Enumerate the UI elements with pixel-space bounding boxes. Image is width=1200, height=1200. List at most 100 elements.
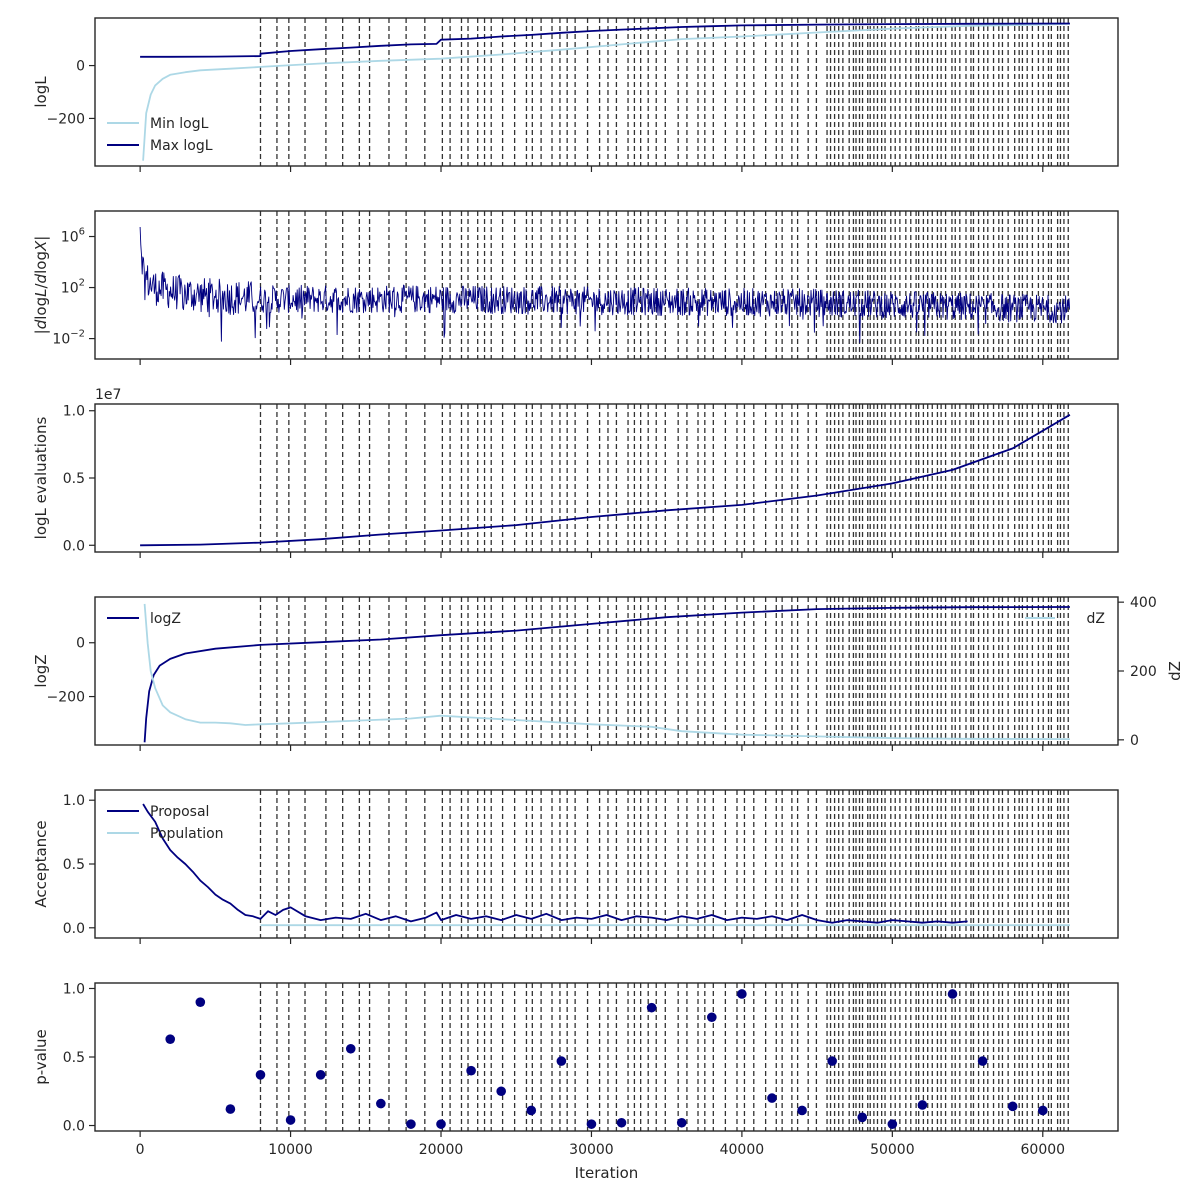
panel-logz: −200 0 0 200 400 dZ logZ logZ dZ <box>32 595 1184 751</box>
y-tick-label: 0.5 <box>63 857 85 873</box>
legend: dZ <box>1025 611 1105 627</box>
y-tick-label: 102 <box>61 278 85 297</box>
pvalue-point <box>195 997 206 1007</box>
panel-dlogl: 106 102 10−2|dlogL/dlogX| <box>32 210 1119 365</box>
plot-area <box>140 404 1071 552</box>
series-line-min-logl <box>142 22 1070 161</box>
y-tick-label: 0.5 <box>63 1050 85 1066</box>
series-line-max-logl <box>140 22 1070 58</box>
pvalue-point <box>797 1105 807 1116</box>
y2-axis-label: dZ <box>1166 661 1184 681</box>
pvalue-point <box>225 1104 236 1114</box>
pvalue-point <box>917 1100 928 1110</box>
x-tick-label: 10000 <box>268 1142 313 1158</box>
axes-frame <box>94 403 1119 553</box>
plot-area <box>140 18 1070 166</box>
proposal-change-lines <box>259 404 1069 552</box>
y-tick-label: 0 <box>76 636 85 652</box>
plot-area <box>139 211 1071 359</box>
y-axis-label: |dlogL/dlogX| <box>32 236 50 335</box>
y2-tick-label: 0 <box>1130 733 1139 749</box>
legend: logZ <box>107 611 181 627</box>
y-tick-label: 0 <box>76 59 85 75</box>
pvalue-point <box>737 989 747 999</box>
pvalue-point <box>947 989 958 999</box>
x-tick-label: 0 <box>136 1142 145 1158</box>
legend-label: Population <box>150 826 224 842</box>
pvalue-point <box>466 1065 476 1076</box>
y-tick-label: 1.0 <box>63 793 85 809</box>
x-tick-label: 60000 <box>1021 1142 1066 1158</box>
y2-tick-label: 200 <box>1130 664 1157 680</box>
y-tick-label: 0.5 <box>63 471 85 487</box>
series-line-evals <box>140 414 1071 547</box>
panel-logl: −200 0 logL Min logL Max logL <box>32 17 1119 172</box>
legend-label: dZ <box>1087 611 1105 627</box>
y-axis-label: p-value <box>32 1029 50 1085</box>
pvalue-point <box>616 1117 627 1128</box>
pvalue-point <box>767 1093 777 1103</box>
pvalue-point <box>646 1002 657 1013</box>
x-axis-label: Iteration <box>575 1164 639 1182</box>
proposal-change-lines <box>259 790 1069 938</box>
y-axis-label: logL evaluations <box>32 416 50 539</box>
pvalue-point <box>526 1105 537 1116</box>
axes-frame <box>94 210 1119 360</box>
legend-label: Min logL <box>150 116 209 132</box>
pvalue-point <box>496 1086 506 1097</box>
pvalue-point <box>556 1056 567 1066</box>
legend-label: Max logL <box>150 138 213 154</box>
axes-frame <box>94 982 1119 1132</box>
pvalue-point <box>977 1056 988 1066</box>
axes-frame <box>94 17 1119 167</box>
pvalue-point <box>586 1119 597 1129</box>
y-axis-label: logL <box>32 76 50 108</box>
panel-pvalue: 0 10000 20000 30000 40000 50000 60000 0.0 0.5 1.0… <box>32 981 1119 1182</box>
series-line-dz <box>143 603 1070 740</box>
series-line-dlogl <box>139 226 1071 343</box>
y-axis-label: logZ <box>32 654 50 687</box>
pvalue-point <box>1007 1101 1018 1112</box>
pvalue-point <box>315 1070 326 1080</box>
y2-tick-label: 400 <box>1130 595 1157 611</box>
pvalue-point <box>255 1070 266 1080</box>
x-tick-label: 50000 <box>870 1142 915 1158</box>
proposal-change-lines <box>259 983 1069 1131</box>
pvalue-point <box>887 1119 898 1129</box>
plot-area <box>143 597 1070 745</box>
x-tick-label: 20000 <box>419 1142 464 1158</box>
offset-text: 1e7 <box>95 387 121 403</box>
pvalue-point <box>827 1056 837 1066</box>
series-line-proposal <box>142 803 968 924</box>
proposal-change-lines <box>259 211 1069 359</box>
pvalue-point <box>707 1012 717 1023</box>
y-tick-label: 1.0 <box>63 404 85 420</box>
proposal-change-lines <box>259 597 1069 745</box>
y-tick-label: −200 <box>47 111 85 127</box>
pvalue-point <box>676 1117 687 1128</box>
y-axis-label: Acceptance <box>32 820 50 907</box>
legend: Min logL Max logL <box>107 116 213 154</box>
axes-frame <box>94 596 1119 746</box>
legend-label: logZ <box>150 611 181 627</box>
legend: Proposal Population <box>107 804 224 842</box>
y-tick-label: 0.0 <box>63 921 85 937</box>
y-tick-label: 10−2 <box>52 329 85 348</box>
pvalue-point <box>857 1112 868 1123</box>
proposal-change-lines <box>259 18 1069 166</box>
x-tick-label: 40000 <box>720 1142 765 1158</box>
y-tick-label: 0.0 <box>63 1119 85 1135</box>
pvalue-point <box>376 1098 386 1109</box>
pvalue-point <box>285 1115 296 1125</box>
y-tick-label: 0.0 <box>63 538 85 554</box>
plot-area <box>142 790 1070 938</box>
series-line-logz <box>143 606 1070 743</box>
pvalue-point <box>1037 1105 1048 1116</box>
pvalue-point <box>436 1119 446 1129</box>
plot-area <box>165 983 1069 1131</box>
panel-acceptance: 0.0 0.5 1.0 Acceptance Proposal Population <box>32 789 1119 944</box>
y-tick-label: −200 <box>47 690 85 706</box>
legend-label: Proposal <box>150 804 209 820</box>
y-tick-label: 106 <box>61 227 85 246</box>
